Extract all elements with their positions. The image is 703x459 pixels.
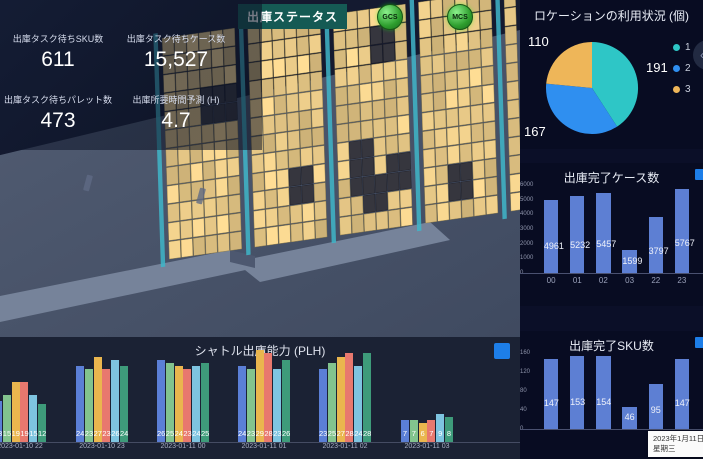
svg-text:167: 167 — [524, 124, 546, 139]
svg-text:191: 191 — [646, 60, 668, 75]
svg-text:110: 110 — [528, 34, 549, 49]
